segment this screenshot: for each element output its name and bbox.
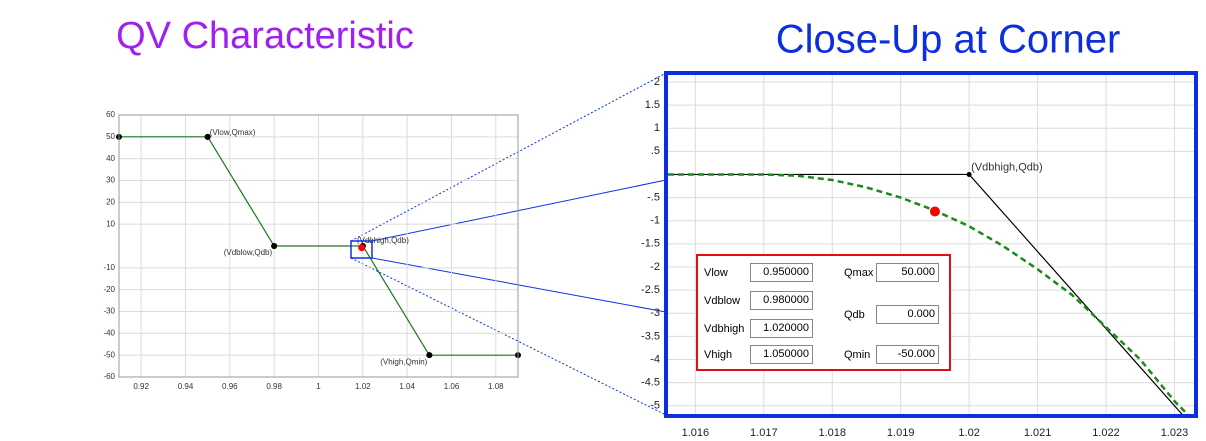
parameter-label: Vdblow xyxy=(704,294,741,307)
y-tick-label: -60 xyxy=(103,372,115,381)
zoom-line xyxy=(350,257,667,416)
x-tick-label: 1 xyxy=(316,382,321,391)
parameter-value[interactable]: 1.020000 xyxy=(750,319,813,338)
parameter-value[interactable]: 50.000 xyxy=(876,263,939,282)
x-tick-label: 1.017 xyxy=(750,427,778,439)
y-tick-label: .5 xyxy=(651,145,660,157)
x-tick-label: 1.08 xyxy=(488,382,504,391)
parameter-label: Qmin xyxy=(844,348,871,361)
parameter-label: Qdb xyxy=(844,308,865,321)
x-tick-label: 1.02 xyxy=(355,382,371,391)
y-tick-label: -1 xyxy=(650,215,660,227)
y-tick-label: 2 xyxy=(654,76,660,88)
x-tick-label: 1.04 xyxy=(399,382,415,391)
chart-title: QV Characteristic xyxy=(116,15,414,57)
parameter: Vlow 0.950000 xyxy=(704,263,813,282)
parameter-label: Vdbhigh xyxy=(704,322,745,335)
parameter-label: Vhigh xyxy=(704,348,733,361)
x-tick-label: 0.96 xyxy=(222,382,238,391)
annotation-point xyxy=(426,352,433,359)
y-tick-label: 30 xyxy=(106,176,115,185)
y-tick-label: 10 xyxy=(106,219,115,228)
x-tick-label: 1.022 xyxy=(1092,427,1120,439)
zoom-line xyxy=(371,179,667,242)
parameter: Qmax 50.000 xyxy=(844,263,939,282)
y-tick-label: -10 xyxy=(103,263,115,272)
parameter-label: Qmax xyxy=(844,266,874,279)
y-tick-label: -50 xyxy=(103,350,115,359)
y-tick-label: -2 xyxy=(650,261,660,273)
x-tick-label: 1.023 xyxy=(1161,427,1189,439)
series-line xyxy=(668,173,1190,415)
parameter-value[interactable]: 1.050000 xyxy=(750,345,813,364)
parameter: Vdblow 0.980000 xyxy=(704,291,813,310)
parameter-value[interactable]: 0.950000 xyxy=(750,263,813,282)
annotation-point xyxy=(204,133,211,140)
y-tick-label: -.5 xyxy=(647,191,660,203)
parameter: Qdb 0.000 xyxy=(844,305,939,324)
annotation: (Vdblow,Qdb) xyxy=(224,248,273,257)
parameter-label: Vlow xyxy=(704,266,728,279)
zoom-box xyxy=(350,240,373,259)
y-tick-label: 1 xyxy=(654,122,660,134)
y-tick-label: -4.5 xyxy=(641,377,660,389)
zoom-line xyxy=(350,72,667,242)
x-tick-label: 0.94 xyxy=(178,382,194,391)
y-tick-label: 40 xyxy=(106,154,115,163)
x-tick-label: 0.98 xyxy=(266,382,282,391)
x-tick-label: 1.02 xyxy=(958,427,979,439)
series-line xyxy=(119,136,518,356)
parameter: Qmin -50.000 xyxy=(844,345,939,364)
annotation: (Vlow,Qmax) xyxy=(210,128,256,137)
x-tick-label: 1.018 xyxy=(818,427,846,439)
y-tick-label: -5 xyxy=(650,400,660,412)
operating-point xyxy=(929,206,940,217)
x-tick-label: 0.92 xyxy=(133,382,149,391)
annotation-point xyxy=(271,243,278,249)
operating-point xyxy=(358,244,366,252)
annotation: (Vhigh,Qmin) xyxy=(380,357,427,366)
y-tick-label: -20 xyxy=(103,285,115,294)
y-tick-label: 20 xyxy=(106,197,115,206)
y-tick-label: -3 xyxy=(650,307,660,319)
x-tick-label: 1.06 xyxy=(444,382,460,391)
y-tick-label: 50 xyxy=(106,132,115,141)
parameter: Vhigh 1.050000 xyxy=(704,345,813,364)
annotation: (Vdbhigh,Qdb) xyxy=(357,236,409,245)
y-tick-label: 60 xyxy=(106,110,115,119)
y-tick-label: -30 xyxy=(103,307,115,316)
y-tick-label: -1.5 xyxy=(641,238,660,250)
parameter: Vdbhigh 1.020000 xyxy=(704,319,813,338)
plot-frame xyxy=(118,114,519,378)
y-tick-label: -4 xyxy=(650,353,660,365)
x-tick-label: 1.016 xyxy=(682,427,710,439)
parameter-value[interactable]: 0.000 xyxy=(876,305,939,324)
chart-title: Close-Up at Corner xyxy=(776,18,1121,62)
y-tick-label: -40 xyxy=(103,328,115,337)
parameter-panel: Vlow 0.950000 Qmax 50.000 Vdblow 0.980000 Qdb 0… xyxy=(696,254,951,371)
closeup-frame xyxy=(664,71,1198,418)
zoom-line xyxy=(371,257,667,313)
y-tick-label: -2.5 xyxy=(641,284,660,296)
parameter-value[interactable]: 0.980000 xyxy=(750,291,813,310)
x-tick-label: 1.019 xyxy=(887,427,915,439)
y-tick-label: 1.5 xyxy=(645,99,660,111)
annotation: (Vdbhigh,Qdb) xyxy=(971,161,1043,173)
parameter-value[interactable]: -50.000 xyxy=(876,345,939,364)
y-tick-label: -3.5 xyxy=(641,330,660,342)
annotation-point xyxy=(966,171,972,177)
x-tick-label: 1.021 xyxy=(1024,427,1052,439)
